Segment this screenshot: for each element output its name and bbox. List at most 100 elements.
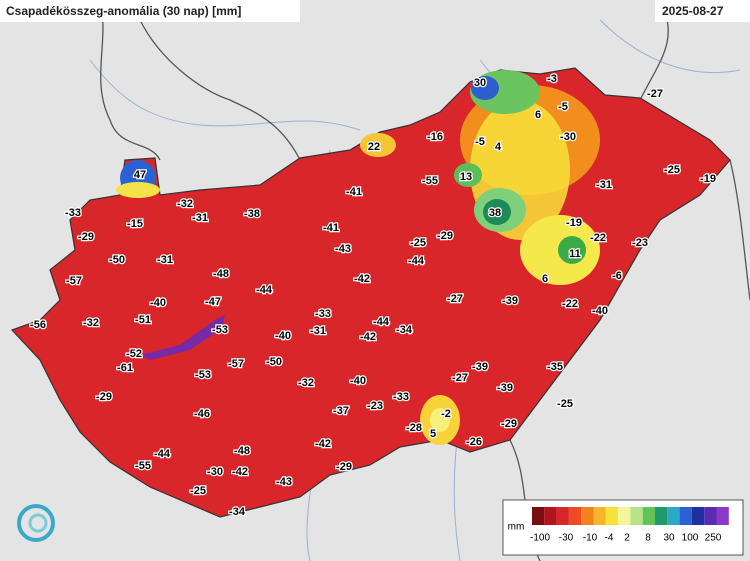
station-value: -29 [96, 391, 112, 403]
station-value: -46 [194, 408, 210, 420]
station-value: -48 [213, 268, 229, 280]
station-value: -5 [475, 136, 485, 148]
anomaly-patches [116, 70, 600, 445]
legend-swatch [605, 507, 619, 525]
legend-labels: -100 -30 -10 -4 2 8 30 100 250 [530, 533, 722, 544]
map-title: Csapadékösszeg-anomália (30 nap) [mm] [6, 4, 241, 18]
date-box [655, 0, 750, 22]
station-value: -42 [315, 438, 331, 450]
station-value: -2 [441, 408, 451, 420]
station-value: -37 [333, 405, 349, 417]
legend-label: 100 [682, 533, 699, 544]
station-value: -29 [336, 461, 352, 473]
legend-swatch [556, 507, 569, 525]
station-value: -31 [596, 179, 612, 191]
legend-swatch [618, 507, 631, 525]
station-value: -19 [700, 173, 716, 185]
station-value: -40 [275, 330, 291, 342]
station-value: -29 [501, 418, 517, 430]
legend-swatch [568, 507, 582, 525]
station-value: 4 [495, 141, 502, 153]
station-value: -3 [547, 73, 557, 85]
station-value: -31 [310, 325, 326, 337]
station-value: -30 [560, 131, 576, 143]
station-value: 47 [134, 169, 146, 181]
legend-label: 2 [624, 533, 630, 544]
station-value: -51 [135, 314, 151, 326]
station-value: -44 [256, 284, 273, 296]
legend-swatch [593, 507, 606, 525]
title-box [0, 0, 300, 22]
station-value: -27 [447, 293, 463, 305]
station-value: 5 [430, 428, 436, 440]
station-value: -43 [335, 243, 351, 255]
legend-swatch [667, 507, 680, 525]
station-value: -42 [232, 466, 248, 478]
legend-label: 250 [705, 533, 722, 544]
legend-swatch [716, 507, 729, 525]
station-value: -41 [346, 186, 362, 198]
legend-label: -100 [530, 533, 550, 544]
station-value: -39 [497, 382, 513, 394]
station-value: -23 [367, 400, 383, 412]
station-value: -53 [195, 369, 211, 381]
legend-swatch [581, 507, 594, 525]
station-value: -15 [127, 218, 143, 230]
station-value: -50 [266, 356, 282, 368]
station-value: -16 [427, 131, 443, 143]
station-value: -40 [150, 297, 166, 309]
station-value: -44 [373, 316, 390, 328]
station-value: -47 [205, 296, 221, 308]
station-value: -42 [360, 331, 376, 343]
legend-label: 8 [645, 533, 651, 544]
station-value: -41 [323, 222, 339, 234]
legend-swatch [679, 507, 692, 525]
station-value: -34 [229, 506, 246, 518]
station-value: 30 [474, 77, 486, 89]
station-value: -55 [135, 460, 151, 472]
station-value: -5 [558, 101, 568, 113]
legend-swatch [544, 507, 557, 525]
station-value: -50 [109, 254, 125, 266]
station-value: -6 [612, 270, 622, 282]
legend-swatch [642, 507, 655, 525]
station-value: -25 [557, 398, 573, 410]
station-value: -19 [566, 217, 582, 229]
station-value: -40 [592, 305, 608, 317]
station-value: -25 [664, 164, 680, 176]
station-value: -25 [410, 237, 426, 249]
station-value: -30 [207, 466, 223, 478]
station-value: -35 [547, 361, 563, 373]
legend-swatch [704, 507, 717, 525]
logo [17, 504, 55, 542]
station-value: -56 [30, 319, 46, 331]
station-value: -23 [632, 237, 648, 249]
station-value: -27 [452, 372, 468, 384]
station-value: -57 [228, 358, 244, 370]
legend-swatch [691, 507, 705, 525]
station-value: -32 [298, 377, 314, 389]
legend-unit: mm [508, 522, 525, 533]
station-value: -39 [472, 361, 488, 373]
station-value: -44 [154, 448, 171, 460]
legend-swatch [655, 507, 668, 525]
legend-label: -4 [605, 533, 614, 544]
station-value: 13 [460, 171, 472, 183]
station-value: -39 [502, 295, 518, 307]
station-value: -42 [354, 273, 370, 285]
station-value: -34 [396, 324, 413, 336]
station-value: -29 [437, 230, 453, 242]
station-value: 38 [489, 207, 501, 219]
legend-swatch [630, 507, 643, 525]
station-value: -29 [78, 231, 94, 243]
station-value: -22 [562, 298, 578, 310]
station-value: -53 [212, 324, 228, 336]
station-value: -38 [244, 208, 260, 220]
station-value: -48 [234, 445, 250, 457]
station-value: -33 [393, 391, 409, 403]
station-value: -28 [406, 422, 422, 434]
station-value: -57 [66, 275, 82, 287]
legend-label: -10 [583, 533, 598, 544]
